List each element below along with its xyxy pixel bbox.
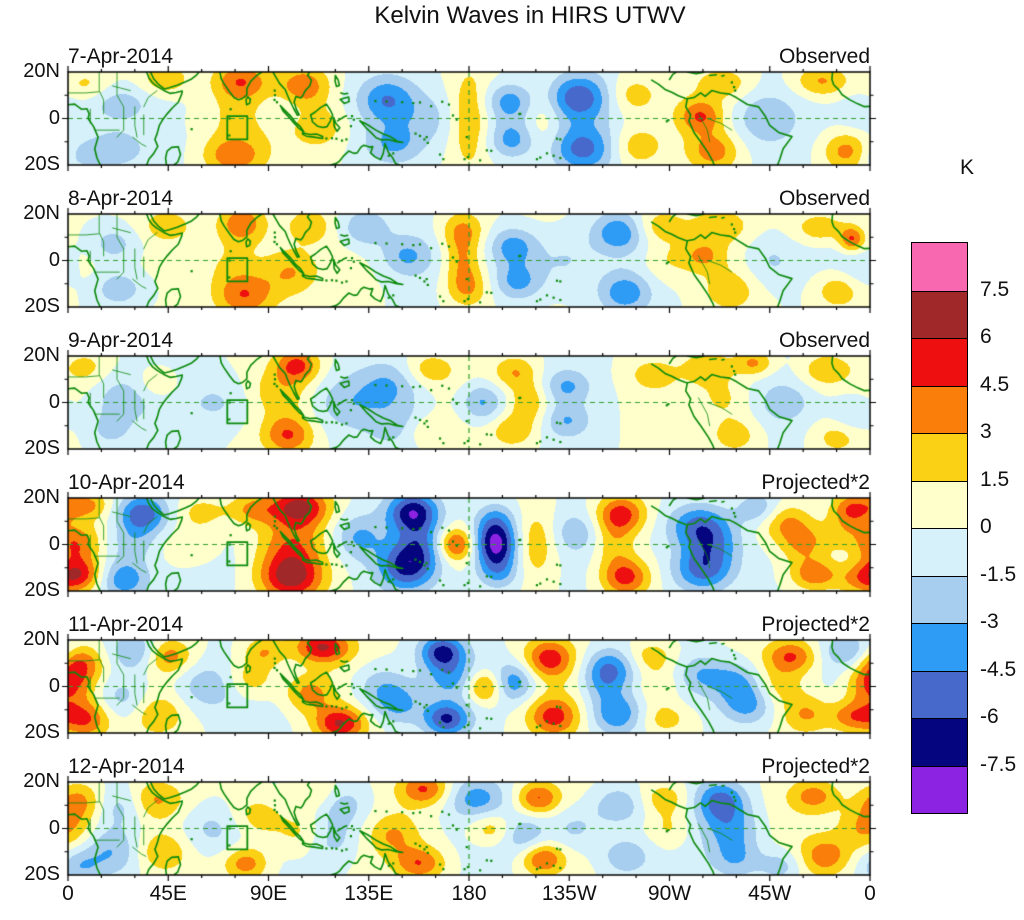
panel-source-label: Projected*2 — [761, 471, 870, 494]
colorbar-segment — [912, 290, 967, 338]
panel-date-label: 7-Apr-2014 — [68, 45, 174, 68]
colorbar-tick-label: 1.5 — [980, 467, 1010, 491]
colorbar-segment — [912, 528, 967, 576]
x-axis-tick-label: 135E — [344, 882, 394, 905]
map-canvas-7-Apr-2014 — [60, 64, 878, 173]
x-axis-tick-label: 180 — [451, 882, 487, 905]
colorbar-segment — [912, 433, 967, 481]
y-axis-tick-label: 20N — [23, 486, 60, 508]
colorbar-tick-label: -3 — [980, 610, 999, 633]
panel-date-label: 9-Apr-2014 — [68, 329, 174, 352]
panel-date-label: 12-Apr-2014 — [68, 755, 185, 778]
colorbar-segment — [912, 480, 967, 528]
y-axis-tick-label: 20N — [23, 344, 60, 366]
panel-date-label: 10-Apr-2014 — [68, 471, 185, 494]
y-axis-tick-label: 20N — [23, 770, 60, 792]
y-axis-tick-label: 20S — [24, 295, 60, 317]
map-canvas-12-Apr-2014 — [60, 774, 878, 883]
colorbar-segment — [912, 623, 967, 671]
colorbar-tick-label: 0 — [980, 515, 992, 538]
x-axis-tick-label: 0 — [864, 882, 876, 905]
y-axis-tick-label: 20S — [24, 437, 60, 459]
map-canvas-11-Apr-2014 — [60, 632, 878, 741]
colorbar-unit-label: K — [959, 156, 974, 179]
colorbar-tick-label: 3 — [980, 420, 992, 443]
colorbar-tick-label: -4.5 — [980, 657, 1017, 681]
x-axis-tick-label: 0 — [62, 882, 74, 905]
x-axis-tick-label: 90E — [249, 882, 288, 905]
y-axis-tick-label: 20S — [24, 863, 60, 885]
y-axis-tick-label: 0 — [48, 674, 60, 697]
colorbar-tick-label: -1.5 — [980, 562, 1017, 586]
colorbar-segment — [912, 575, 967, 623]
y-axis-tick-label: 20S — [24, 579, 60, 601]
x-axis-tick-label: 90W — [647, 882, 692, 905]
chart-title: Kelvin Waves in HIRS UTWV — [374, 2, 686, 29]
colorbar-segment — [912, 765, 967, 813]
map-canvas-8-Apr-2014 — [60, 206, 878, 315]
colorbar-segment — [912, 670, 967, 718]
colorbar-segment — [912, 243, 967, 291]
colorbar-segment — [912, 338, 967, 386]
x-axis-tick-label: 135W — [541, 882, 597, 905]
map-canvas-9-Apr-2014 — [60, 348, 878, 457]
y-axis-tick-label: 0 — [48, 248, 60, 271]
colorbar-tick-label: -7.5 — [980, 752, 1017, 776]
colorbar-segment — [912, 718, 967, 766]
map-canvas-10-Apr-2014 — [60, 490, 878, 599]
y-axis-tick-label: 0 — [48, 106, 60, 129]
colorbar-tick-label: 6 — [980, 325, 992, 348]
y-axis-tick-label: 20S — [24, 721, 60, 743]
panel-source-label: Projected*2 — [761, 613, 870, 636]
y-axis-tick-label: 20N — [23, 202, 60, 224]
y-axis-tick-label: 0 — [48, 816, 60, 839]
panel-date-label: 8-Apr-2014 — [68, 187, 174, 210]
colorbar-segment — [912, 385, 967, 433]
x-axis-tick-label: 45E — [149, 882, 187, 905]
panel-source-label: Observed — [778, 187, 870, 210]
x-axis-tick-label: 45W — [748, 882, 792, 905]
colorbar-tick-label: 7.5 — [980, 277, 1010, 301]
colorbar — [911, 242, 968, 814]
y-axis-tick-label: 0 — [48, 532, 60, 555]
panel-source-label: Projected*2 — [761, 755, 870, 778]
panel-source-label: Observed — [778, 329, 870, 352]
panel-source-label: Observed — [778, 45, 870, 68]
panel-date-label: 11-Apr-2014 — [68, 613, 184, 636]
colorbar-tick-label: -6 — [980, 705, 999, 728]
colorbar-tick-label: 4.5 — [980, 372, 1010, 396]
y-axis-tick-label: 20N — [23, 628, 60, 650]
y-axis-tick-label: 20N — [23, 60, 60, 82]
y-axis-tick-label: 20S — [24, 153, 60, 175]
y-axis-tick-label: 0 — [48, 390, 60, 413]
